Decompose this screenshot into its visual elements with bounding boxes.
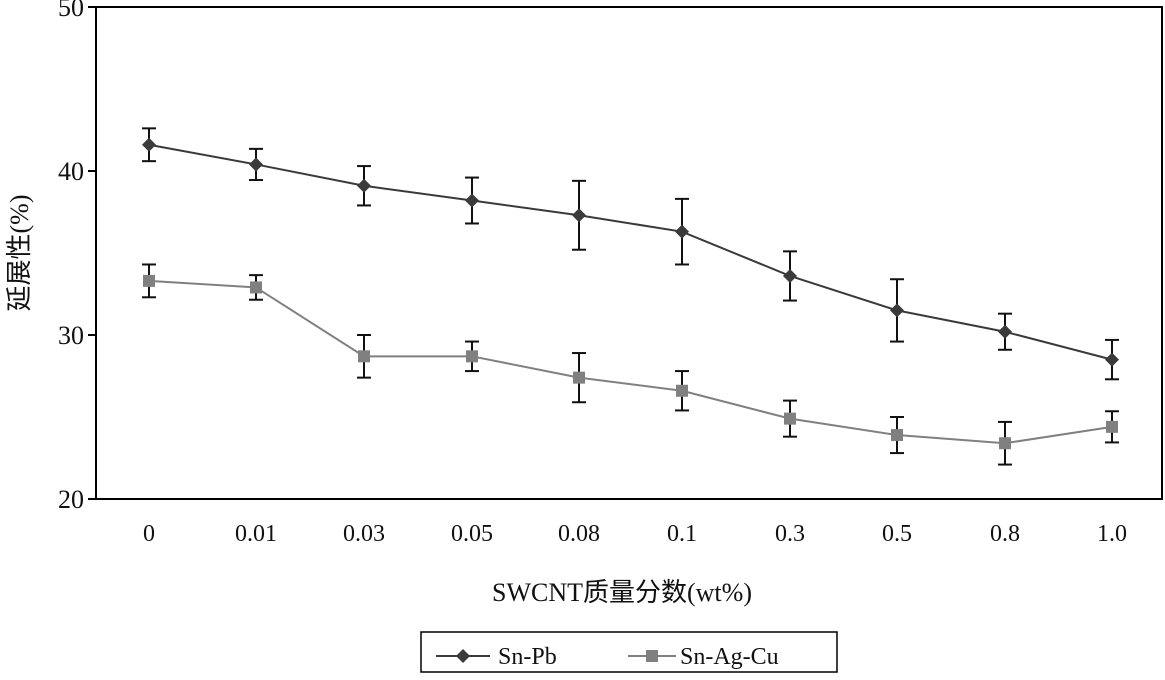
data-point-square: [891, 429, 903, 442]
data-point-diamond: [1105, 352, 1119, 367]
data-point-square: [784, 412, 796, 425]
series-sn-pb: [142, 127, 1119, 381]
series-line: [148, 143, 1113, 361]
data-point-diamond: [890, 303, 904, 318]
data-point-square: [573, 371, 585, 384]
legend-box: [420, 631, 838, 673]
data-point-square: [250, 281, 262, 294]
data-point-square: [676, 384, 688, 397]
data-point-diamond: [675, 224, 689, 239]
data-point-diamond: [572, 208, 586, 223]
x-tick-label: 1.0: [1097, 521, 1127, 547]
data-point-diamond: [783, 268, 797, 283]
series-sn-ag-cu: [142, 263, 1119, 466]
data-point-diamond: [998, 324, 1012, 339]
legend-label-sn-pb: Sn-Pb: [498, 644, 557, 670]
x-tick-label: 0.01: [235, 521, 277, 547]
data-point-square: [143, 274, 155, 287]
x-tick-label: 0.08: [558, 521, 600, 547]
data-point-diamond: [142, 137, 156, 152]
y-tick-label: 40: [58, 157, 84, 186]
plot-area-frame: [95, 6, 1163, 500]
legend-diamond-marker: [456, 649, 470, 663]
x-tick-label: 0.8: [990, 521, 1020, 547]
x-axis-label: SWCNT质量分数(wt%): [492, 578, 752, 607]
legend: Sn-Pb Sn-Ag-Cu: [420, 631, 838, 673]
data-point-square: [1106, 420, 1118, 433]
y-tick-label: 20: [58, 485, 84, 514]
data-point-square: [466, 350, 478, 363]
data-point-diamond: [249, 157, 263, 172]
x-tick-label: 0.5: [882, 521, 912, 547]
x-tick-label: 0.3: [775, 521, 805, 547]
data-point-diamond: [357, 178, 371, 193]
data-point-diamond: [465, 193, 479, 208]
data-point-square: [999, 437, 1011, 450]
y-tick-label: 30: [58, 321, 84, 350]
x-tick-label: 0.03: [343, 521, 385, 547]
legend-label-sn-ag-cu: Sn-Ag-Cu: [680, 644, 779, 670]
series-line: [148, 279, 1113, 445]
data-point-square: [358, 350, 370, 363]
legend-square-marker: [646, 650, 658, 662]
x-tick-label: 0: [143, 521, 155, 547]
y-axis-label: 延展性(%): [5, 195, 34, 312]
x-tick-label: 0.05: [451, 521, 493, 547]
x-tick-label: 0.1: [667, 521, 697, 547]
y-tick-label: 50: [58, 0, 84, 22]
